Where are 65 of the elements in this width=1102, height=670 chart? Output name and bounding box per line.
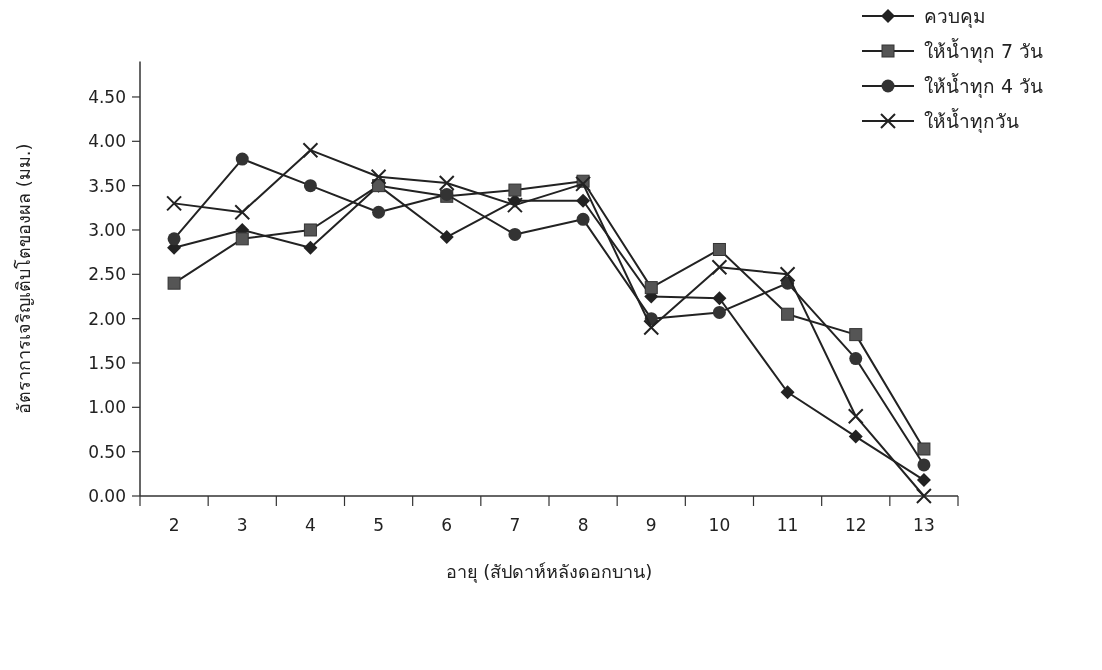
point [167, 276, 181, 290]
legend-label: ให้น้ำทุก 4 วัน [924, 73, 1044, 99]
point [234, 204, 251, 221]
point [302, 142, 319, 159]
point [167, 232, 181, 246]
x-tick-label: 4 [305, 515, 316, 535]
y-tick-label: 4.00 [88, 131, 126, 152]
point [712, 291, 727, 306]
point [644, 281, 658, 295]
y-tick-label: 3.50 [88, 175, 126, 196]
x-axis-title: อายุ (สัปดาห์หลังดอกบาน) [445, 561, 653, 583]
x-tick-label: 8 [577, 515, 589, 535]
y-tick-label: 1.00 [88, 397, 126, 418]
point [779, 266, 796, 283]
point [781, 307, 795, 321]
point [576, 212, 590, 226]
point [712, 242, 726, 256]
x-tick-label: 12 [844, 515, 867, 535]
point [303, 240, 318, 255]
legend-label: ให้น้ำทุกวัน [924, 108, 1019, 134]
x-tick-label: 5 [373, 515, 384, 535]
y-axis-title: อัตราการเจริญเติบโตของผล (มม.) [13, 143, 34, 414]
y-tick-label: 3.00 [88, 219, 126, 240]
point [235, 152, 249, 166]
point [166, 195, 183, 212]
point [372, 205, 386, 219]
x-tick-label: 3 [236, 515, 248, 535]
y-tick-label: 1.50 [88, 352, 126, 373]
point [915, 488, 932, 504]
y-tick-label: 0.50 [88, 441, 126, 462]
point [849, 352, 863, 366]
point [506, 197, 523, 214]
point [303, 179, 317, 193]
x-tick-label: 10 [708, 515, 731, 535]
point [917, 442, 931, 456]
point [508, 183, 522, 197]
legend-label: ให้น้ำทุก 7 วัน [924, 38, 1044, 64]
y-tick-label: 2.50 [88, 264, 126, 285]
point [916, 473, 931, 488]
point [439, 230, 454, 245]
point [711, 259, 728, 276]
point [438, 174, 455, 191]
x-tick-label: 2 [168, 515, 180, 535]
x-tick-label: 11 [776, 515, 799, 535]
point [849, 328, 863, 342]
point [303, 223, 317, 237]
point [575, 175, 592, 192]
point [370, 168, 387, 185]
point [643, 319, 660, 336]
point [780, 385, 795, 400]
y-tick-label: 4.50 [88, 86, 126, 107]
x-tick-label: 9 [645, 515, 657, 535]
x-tick-label: 6 [441, 515, 453, 535]
point [847, 408, 864, 425]
x-tick-label: 13 [913, 515, 935, 535]
x-tick-label: 7 [509, 515, 521, 535]
point [235, 232, 249, 246]
y-tick-label: 0.00 [88, 486, 126, 506]
point [712, 305, 726, 319]
y-tick-label: 2.00 [88, 308, 126, 329]
point [508, 227, 522, 241]
point [576, 193, 591, 208]
point [917, 458, 931, 472]
legend-label: ควบคุม [924, 5, 986, 29]
point [848, 429, 863, 444]
